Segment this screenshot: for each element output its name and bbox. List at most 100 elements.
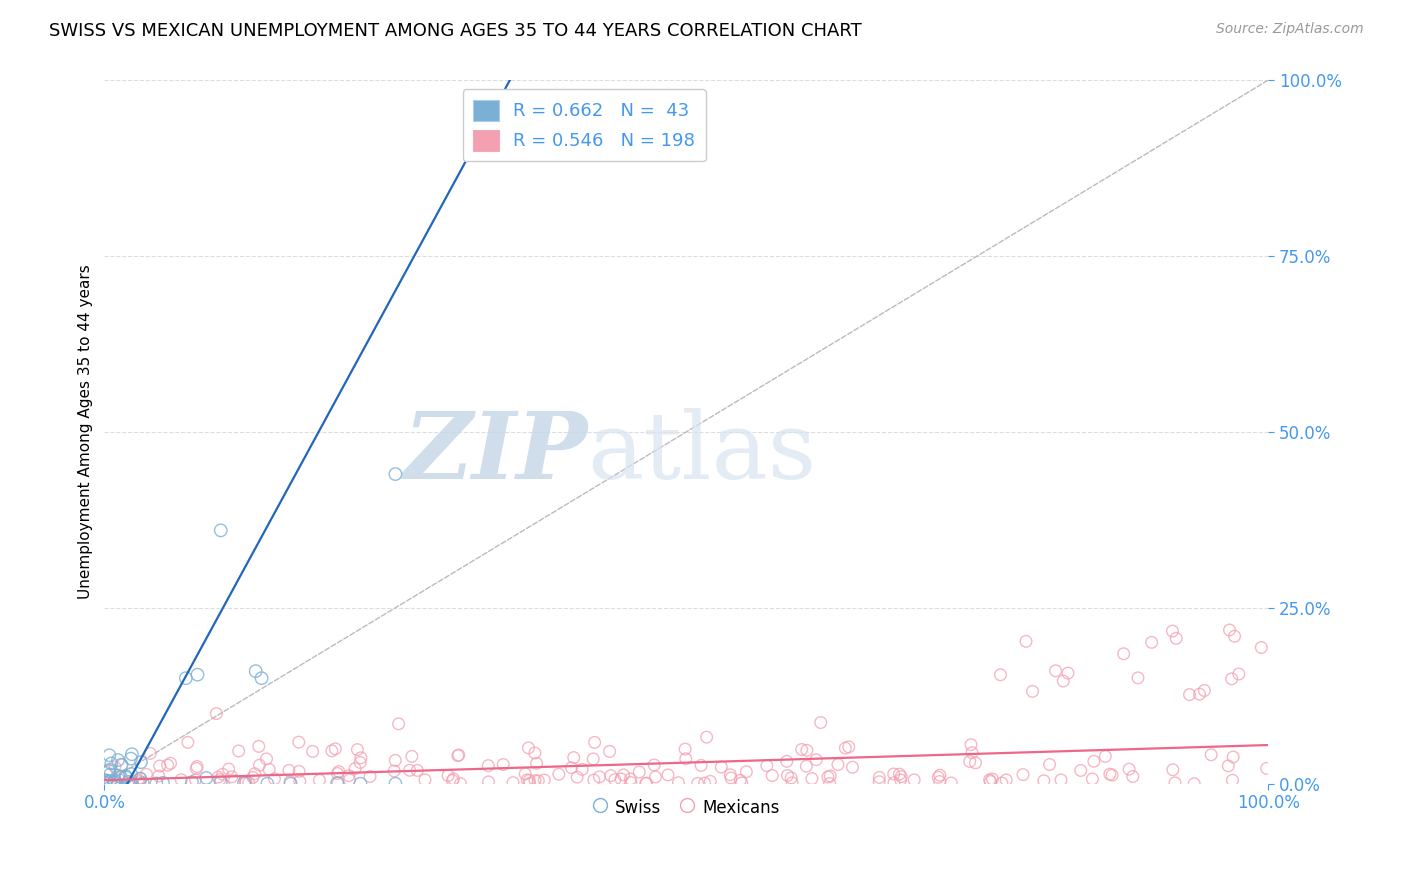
- Point: [277, 764, 299, 778]
- Point: [127, 773, 149, 788]
- Point: [1140, 635, 1163, 649]
- Point: [527, 773, 550, 788]
- Point: [1081, 772, 1104, 786]
- Point: [117, 775, 139, 789]
- Point: [238, 776, 260, 790]
- Point: [437, 769, 460, 783]
- Point: [796, 743, 818, 757]
- Point: [1052, 674, 1074, 689]
- Point: [195, 771, 218, 785]
- Point: [780, 771, 803, 785]
- Point: [326, 776, 349, 790]
- Point: [288, 735, 311, 749]
- Point: [184, 772, 207, 787]
- Point: [181, 775, 204, 789]
- Point: [1161, 763, 1184, 777]
- Point: [1126, 671, 1149, 685]
- Point: [257, 763, 280, 777]
- Point: [668, 775, 690, 789]
- Point: [571, 763, 593, 777]
- Point: [103, 776, 125, 790]
- Point: [447, 747, 470, 762]
- Point: [384, 467, 406, 481]
- Point: [205, 706, 228, 721]
- Point: [599, 769, 621, 783]
- Point: [995, 772, 1018, 787]
- Point: [207, 770, 229, 784]
- Point: [221, 770, 243, 784]
- Point: [794, 759, 817, 773]
- Point: [98, 767, 121, 781]
- Point: [1101, 768, 1123, 782]
- Point: [344, 762, 367, 776]
- Point: [628, 765, 651, 780]
- Point: [98, 763, 121, 777]
- Point: [1015, 634, 1038, 648]
- Point: [634, 776, 657, 790]
- Point: [1222, 773, 1244, 788]
- Point: [519, 776, 541, 790]
- Point: [450, 777, 472, 791]
- Point: [903, 772, 925, 787]
- Point: [177, 735, 200, 749]
- Point: [731, 776, 754, 790]
- Point: [94, 773, 117, 788]
- Point: [868, 771, 890, 785]
- Point: [135, 767, 157, 781]
- Point: [780, 776, 803, 790]
- Point: [817, 770, 839, 784]
- Point: [280, 777, 302, 791]
- Point: [114, 769, 136, 783]
- Point: [889, 767, 911, 781]
- Point: [965, 756, 987, 770]
- Point: [145, 776, 167, 790]
- Point: [1199, 747, 1222, 762]
- Point: [441, 773, 464, 788]
- Point: [620, 775, 643, 789]
- Point: [388, 716, 411, 731]
- Point: [890, 770, 912, 784]
- Point: [599, 744, 621, 758]
- Point: [1094, 749, 1116, 764]
- Point: [103, 775, 125, 789]
- Point: [610, 772, 633, 786]
- Point: [256, 752, 278, 766]
- Point: [710, 760, 733, 774]
- Point: [1112, 647, 1135, 661]
- Point: [696, 730, 718, 744]
- Point: [209, 775, 232, 789]
- Point: [96, 765, 118, 780]
- Point: [148, 769, 170, 783]
- Point: [523, 746, 546, 760]
- Point: [547, 767, 569, 781]
- Point: [1166, 632, 1188, 646]
- Point: [990, 667, 1012, 681]
- Point: [1222, 750, 1244, 764]
- Point: [1045, 664, 1067, 678]
- Point: [243, 766, 266, 780]
- Point: [249, 758, 271, 772]
- Point: [121, 774, 143, 789]
- Point: [224, 773, 246, 788]
- Point: [110, 770, 132, 784]
- Point: [827, 757, 849, 772]
- Point: [841, 760, 863, 774]
- Point: [1218, 759, 1240, 773]
- Point: [129, 774, 152, 789]
- Point: [1223, 629, 1246, 643]
- Legend: Swiss, Mexicans: Swiss, Mexicans: [586, 791, 786, 825]
- Point: [1083, 754, 1105, 768]
- Point: [761, 768, 783, 782]
- Point: [979, 774, 1001, 789]
- Point: [927, 770, 949, 784]
- Point: [1227, 667, 1250, 681]
- Point: [1194, 683, 1216, 698]
- Point: [382, 764, 405, 778]
- Point: [1178, 688, 1201, 702]
- Point: [1182, 777, 1205, 791]
- Point: [326, 766, 349, 780]
- Point: [1161, 624, 1184, 638]
- Point: [562, 750, 585, 764]
- Point: [790, 742, 813, 756]
- Point: [149, 759, 172, 773]
